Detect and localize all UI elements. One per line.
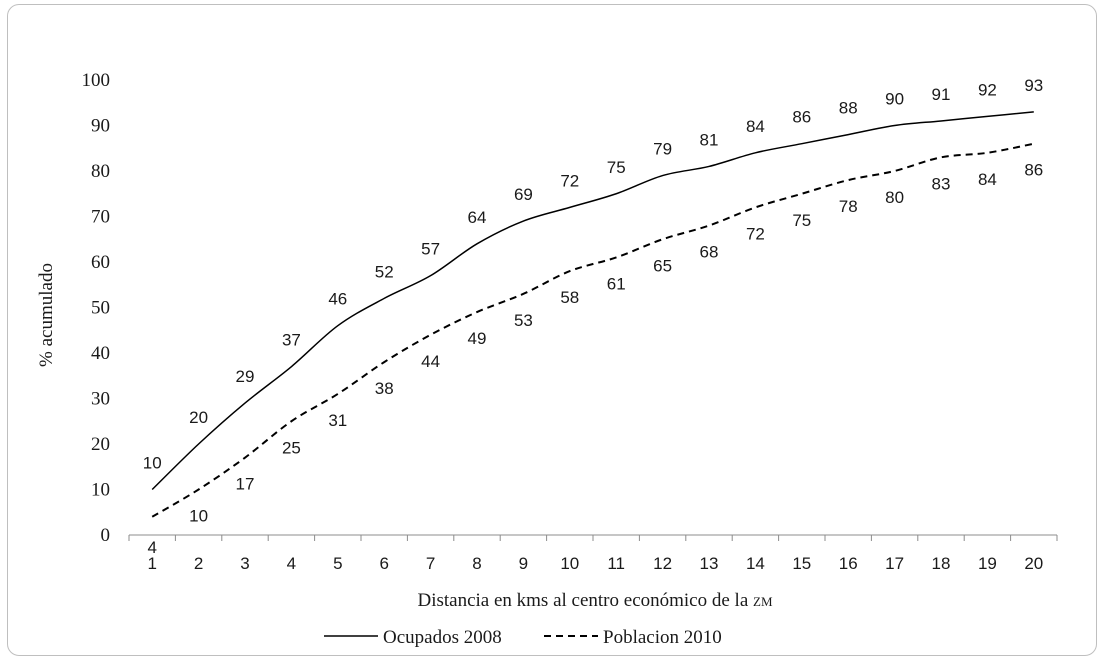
y-tick-label: 60: [91, 252, 110, 273]
y-tick-label: 40: [91, 343, 110, 364]
x-tick-label: 6: [379, 554, 388, 573]
x-axis-title-main: Distancia en kms al centro económico de …: [417, 590, 753, 611]
series-line-ocupados-2008: [151, 111, 1034, 491]
x-tick-label: 11: [607, 554, 625, 573]
y-tick-label: 80: [91, 161, 110, 182]
data-label-ocupados: 52: [375, 262, 394, 281]
data-label-poblacion: 10: [189, 507, 208, 526]
legend-label-ocupados: Ocupados 2008: [383, 627, 502, 648]
x-tick-label: 19: [978, 554, 997, 573]
x-tick-label: 15: [792, 554, 811, 573]
x-axis-title: Distancia en kms al centro económico de …: [417, 590, 772, 611]
data-label-ocupados: 79: [653, 140, 672, 159]
x-tick-label: 3: [240, 554, 249, 573]
data-label-poblacion: 49: [468, 329, 487, 348]
legend-label-poblacion: Poblacion 2010: [603, 627, 722, 648]
data-label-poblacion: 38: [375, 379, 394, 398]
data-label-poblacion: 17: [236, 475, 255, 494]
data-label-ocupados: 69: [514, 185, 533, 204]
data-label-poblacion: 78: [839, 197, 858, 216]
data-label-poblacion: 4: [147, 538, 156, 557]
data-label-ocupados: 29: [236, 367, 255, 386]
data-label-poblacion: 58: [560, 288, 579, 307]
x-axis: 1 2 3 4 5 6 7 8 9 10 11 12 13 14 15 16 17 18 19 20: [128, 534, 1058, 573]
x-tick-label: 7: [426, 554, 435, 573]
data-label-poblacion: 68: [700, 243, 719, 262]
x-tick-label: 18: [932, 554, 951, 573]
data-label-poblacion: 61: [607, 274, 626, 293]
data-label-poblacion: 75: [792, 211, 811, 230]
data-label-poblacion: 44: [421, 352, 440, 371]
chart-frame: [7, 4, 1097, 656]
data-label-ocupados: 93: [1024, 76, 1043, 95]
data-label-ocupados: 57: [421, 240, 440, 259]
x-tick-label: 9: [519, 554, 528, 573]
x-tick-label: 2: [194, 554, 203, 573]
data-label-ocupados: 86: [792, 108, 811, 127]
y-tick-label: 70: [91, 207, 110, 228]
y-tick-label: 100: [82, 70, 111, 91]
x-tick-label: 4: [287, 554, 296, 573]
data-label-ocupados: 10: [143, 454, 162, 473]
legend: Ocupados 2008 Poblacion 2010: [324, 627, 722, 648]
series-layer: [151, 111, 1034, 518]
x-tick-label: 20: [1024, 554, 1043, 573]
y-tick-label: 20: [91, 434, 110, 455]
data-label-ocupados: 64: [468, 208, 487, 227]
y-axis: 0 10 20 30 40 50 60 70 80 90 100: [82, 70, 111, 546]
x-tick-label: 16: [839, 554, 858, 573]
data-labels: 10 20 29 37 46 52 57 64 69 72 75 79 81 84 86 88 90 91 92 93…: [143, 76, 1044, 557]
data-label-ocupados: 46: [328, 290, 347, 309]
y-tick-label: 30: [91, 389, 110, 410]
data-label-ocupados: 37: [282, 331, 301, 350]
series-line-poblacion-2010: [151, 142, 1034, 518]
y-tick-label: 10: [91, 480, 110, 501]
data-label-ocupados: 90: [885, 90, 904, 109]
x-tick-label: 10: [560, 554, 579, 573]
data-label-poblacion: 72: [746, 224, 765, 243]
data-label-ocupados: 88: [839, 99, 858, 118]
data-label-ocupados: 91: [932, 85, 951, 104]
x-axis-title-abbr: ZM: [753, 594, 773, 609]
data-label-ocupados: 92: [978, 80, 997, 99]
data-label-ocupados: 84: [746, 117, 765, 136]
x-tick-label: 13: [700, 554, 719, 573]
x-tick-label: 17: [885, 554, 904, 573]
x-tick-label: 12: [653, 554, 672, 573]
data-label-poblacion: 80: [885, 188, 904, 207]
x-tick-label: 14: [746, 554, 765, 573]
data-label-ocupados: 75: [607, 158, 626, 177]
data-label-ocupados: 81: [700, 130, 719, 149]
x-tick-label: 8: [472, 554, 481, 573]
data-label-poblacion: 25: [282, 438, 301, 457]
x-tick-label: 1: [147, 554, 156, 573]
data-label-poblacion: 84: [978, 170, 997, 189]
data-label-poblacion: 31: [328, 411, 347, 430]
data-label-poblacion: 86: [1024, 161, 1043, 180]
data-label-ocupados: 20: [189, 408, 208, 427]
y-tick-label: 0: [101, 525, 111, 546]
y-tick-label: 90: [91, 116, 110, 137]
y-axis-title: % acumulado: [36, 263, 57, 367]
data-label-poblacion: 53: [514, 311, 533, 330]
data-label-ocupados: 72: [560, 171, 579, 190]
data-label-poblacion: 83: [932, 174, 951, 193]
data-label-poblacion: 65: [653, 256, 672, 275]
x-tick-label: 5: [333, 554, 342, 573]
y-tick-label: 50: [91, 298, 110, 319]
